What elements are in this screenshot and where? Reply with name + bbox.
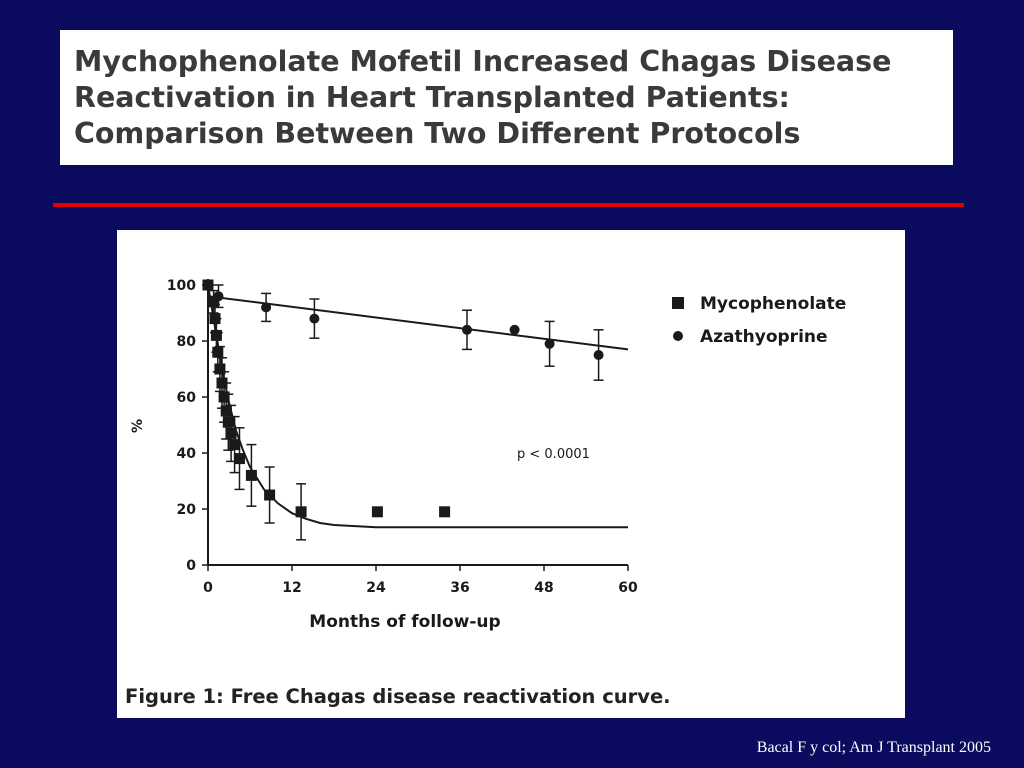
slide-title-line-2: Reactivation in Heart Transplanted Patie… (74, 81, 790, 114)
azathyoprine-point (309, 313, 320, 324)
azathyoprine-fit-line (207, 295, 629, 351)
x-tick-label: 48 (534, 580, 553, 596)
x-tick-label: 0 (203, 580, 213, 596)
legend-azathyoprine-marker (673, 331, 683, 341)
reactivation-chart: 0 20 40 60 80 100 0 12 24 36 48 60 Months of follow-… (130, 278, 846, 632)
mycophenolate-point (295, 506, 307, 518)
mycophenolate-point (214, 363, 226, 375)
x-tick-label: 24 (366, 580, 386, 596)
mycophenolate-point (208, 296, 220, 308)
mycophenolate-point (245, 469, 257, 481)
x-tick-label: 12 (282, 580, 301, 596)
y-axis-label: % (130, 419, 146, 433)
y-tick-label: 60 (177, 390, 197, 406)
azathyoprine-point (261, 302, 272, 313)
citation: Bacal F y col; Am J Transplant 2005 (756, 739, 991, 756)
legend-mycophenolate-label: Mycophenolate (700, 294, 846, 314)
y-tick-label: 40 (177, 446, 197, 462)
slide-title-line-3: Comparison Between Two Different Protoco… (74, 117, 801, 150)
azathyoprine-point (509, 324, 520, 335)
mycophenolate-point (202, 279, 214, 291)
y-tick-label: 0 (186, 558, 196, 574)
title-box: Mychophenolate Mofetil Increased Chagas … (60, 30, 953, 165)
mycophenolate-point (225, 427, 237, 439)
y-tick-label: 80 (177, 334, 197, 350)
azathyoprine-point (593, 350, 604, 360)
figure-caption: Figure 1: Free Chagas disease reactivati… (125, 685, 671, 708)
mycophenolate-point (212, 346, 224, 358)
y-tick-label: 100 (167, 278, 196, 294)
mycophenolate-point (222, 416, 234, 428)
x-axis-label: Months of follow-up (309, 612, 500, 632)
mycophenolate-point (264, 489, 276, 501)
mycophenolate-point (229, 439, 241, 451)
azathyoprine-point (462, 324, 472, 335)
x-tick-label: 60 (618, 580, 638, 596)
x-tick-label: 36 (450, 580, 469, 596)
legend-mycophenolate-marker (672, 297, 684, 309)
figure-panel: 0 20 40 60 80 100 0 12 24 36 48 60 Months of follow-… (117, 230, 905, 718)
red-divider (53, 203, 964, 207)
legend-azathyoprine-label: Azathyoprine (700, 327, 828, 347)
mycophenolate-point (210, 329, 222, 341)
mycophenolate-point (439, 506, 451, 518)
mycophenolate-point (220, 405, 232, 417)
mycophenolate-point (218, 391, 230, 403)
mycophenolate-point (234, 453, 245, 465)
mycophenolate-point (371, 506, 383, 518)
y-tick-label: 20 (177, 502, 197, 518)
slide-title-line-1: Mychophenolate Mofetil Increased Chagas … (74, 45, 892, 78)
azathyoprine-point (544, 338, 555, 349)
p-value-annotation: p < 0.0001 (517, 447, 590, 462)
